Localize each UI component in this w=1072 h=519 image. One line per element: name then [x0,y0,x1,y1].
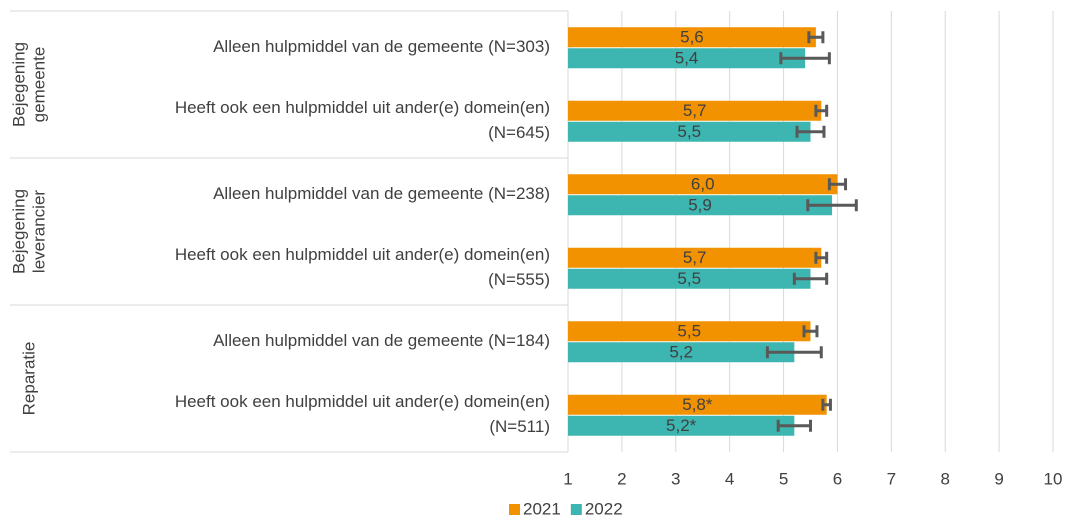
y-tick-label: Alleen hulpmiddel van de gemeente (N=303… [213,37,550,56]
data-label: 5,2 [669,343,693,362]
y-tick-label: Alleen hulpmiddel van de gemeente (N=238… [213,184,550,203]
data-label: 5,5 [677,122,701,141]
legend-label: 2021 [523,499,561,518]
y-tick-label: (N=555) [488,270,550,289]
bar [568,195,833,216]
error-bar [827,178,848,191]
data-label: 5,5 [677,269,701,288]
x-tick-label: 9 [994,469,1003,488]
bar [568,342,795,363]
x-tick-label: 5 [779,469,788,488]
bar [568,394,827,415]
y-tick-label: Heeft ook een hulpmiddel uit ander(e) do… [175,392,550,411]
data-label: 5,4 [675,49,699,68]
data-label: 6,0 [691,175,715,194]
bar [568,121,811,142]
data-label: 5,5 [677,322,701,341]
bar [568,268,811,289]
group-label: leverancier [29,190,48,273]
x-tick-label: 2 [617,469,626,488]
y-tick-label: Heeft ook een hulpmiddel uit ander(e) do… [175,245,550,264]
x-tick-label: 1 [563,469,572,488]
error-bar [806,199,858,212]
bar [568,27,816,48]
error-bar [776,419,812,432]
bar [568,174,838,195]
x-tick-label: 6 [833,469,842,488]
x-tick-label: 4 [725,469,734,488]
x-tick-label: 8 [940,469,949,488]
bar [568,415,795,436]
group-label: Bejegening [9,189,28,274]
bar [568,321,811,342]
error-bar [802,325,819,338]
data-label: 5,2* [666,416,697,435]
y-tick-label: (N=645) [488,123,550,142]
group-label: Bejegening [9,42,28,127]
data-label: 5,9 [688,196,712,215]
error-bar [765,346,823,359]
x-tick-label: 7 [887,469,896,488]
x-tick-label: 3 [671,469,680,488]
bar [568,247,822,268]
legend-label: 2022 [585,499,623,518]
data-label: 5,7 [683,248,707,267]
x-tick-label: 10 [1044,469,1063,488]
error-bar [814,251,829,264]
legend-swatch [509,504,520,515]
bar [568,48,806,69]
data-label: 5,8* [682,395,713,414]
error-bar [814,104,829,117]
group-label: Reparatie [19,342,38,416]
error-bar [795,125,826,138]
y-tick-label: (N=511) [489,417,550,436]
bar [568,100,822,121]
error-bar [807,31,825,44]
y-tick-label: Heeft ook een hulpmiddel uit ander(e) do… [175,98,550,117]
y-tick-label: Alleen hulpmiddel van de gemeente (N=184… [213,331,550,350]
legend-swatch [570,504,582,515]
error-bar [779,52,831,65]
error-bar [792,272,829,285]
error-bar [821,398,832,411]
data-label: 5,7 [683,101,707,120]
data-label: 5,6 [680,28,704,47]
group-label: gemeente [29,47,48,123]
